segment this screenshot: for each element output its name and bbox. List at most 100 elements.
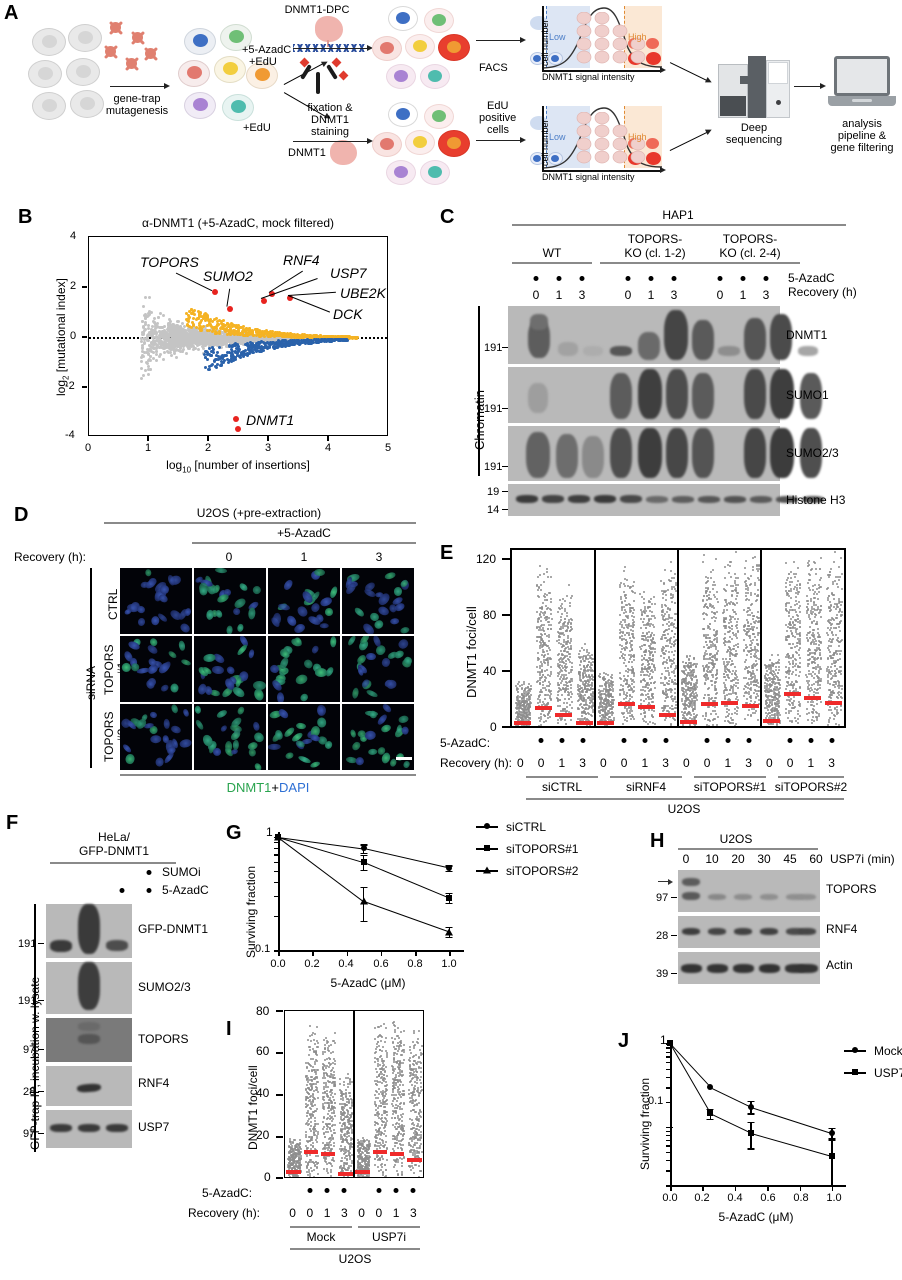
- ylabel-base: log: [54, 380, 68, 396]
- panel-d-recovery-0: 0: [226, 550, 233, 564]
- scatter-point: [209, 336, 212, 339]
- gene-trap-label-line2: mutagenesis: [106, 105, 168, 117]
- arrowhead-seq-lower: [705, 127, 713, 135]
- arrowhead-facs-lower: [520, 137, 526, 143]
- arrow-mutagenesis: [110, 86, 165, 87]
- recovery-v7: 1: [740, 288, 747, 302]
- recovery-v2: 3: [579, 288, 586, 302]
- scatter-point: [190, 339, 193, 342]
- group-rule-wt: [512, 262, 592, 264]
- panel-c-label: C: [440, 206, 454, 229]
- gene-label-topors: TOPORS: [140, 254, 199, 270]
- nucleus: [295, 673, 309, 686]
- foci-datapoint: [544, 726, 546, 728]
- blot-marker-dnmt1-191: 191: [484, 342, 502, 354]
- edu-positive-line3: cells: [487, 124, 509, 136]
- gene-label-usp7: USP7: [330, 265, 367, 281]
- group-wt: WT: [543, 246, 562, 260]
- nucleus: [238, 582, 249, 592]
- nucleus: [385, 572, 397, 581]
- foci-datapoint: [542, 645, 544, 647]
- nucleus: [353, 606, 365, 617]
- scatter-point: [147, 373, 150, 376]
- foci-datapoint: [523, 703, 525, 705]
- scatter-point: [206, 358, 209, 361]
- panel-d-label: D: [14, 504, 28, 527]
- panel-d-recovery-label: Recovery (h):: [14, 550, 86, 564]
- edu-positive-line1: EdU: [487, 100, 508, 112]
- scatter-point: [200, 337, 203, 340]
- scatter-point: [184, 343, 187, 346]
- foci-datapoint: [517, 697, 519, 699]
- facs-gate-low-lower: Low: [549, 132, 566, 142]
- arrow-to-laptop: [794, 86, 822, 87]
- scatter-point: [255, 331, 258, 334]
- ytick-2: 2: [70, 280, 76, 292]
- foci-datapoint: [548, 634, 550, 636]
- scatter-point: [268, 331, 271, 334]
- recovery-v6: 0: [717, 288, 724, 302]
- nucleus: [226, 625, 233, 634]
- nucleus: [182, 708, 190, 717]
- facs-xlabel-upper: DNMT1 signal intensity: [542, 72, 635, 82]
- treatment-upper-line2: +EdU: [249, 56, 277, 68]
- panel-d-treatment-rule: [192, 542, 416, 544]
- foci-datapoint: [550, 690, 552, 692]
- scatter-point: [140, 367, 143, 370]
- foci-datapoint: [539, 574, 541, 576]
- blot-marker-h3-19: 19: [487, 486, 499, 498]
- foci-datapoint: [539, 565, 541, 567]
- nucleus: [365, 688, 378, 698]
- nucleus: [295, 605, 309, 619]
- nucleus: [178, 640, 185, 651]
- foci-datapoint: [545, 619, 547, 621]
- foci-datapoint: [548, 621, 550, 623]
- micrograph-image: [342, 636, 414, 702]
- xlabel-rest: [number of insertions]: [191, 458, 310, 472]
- foci-datapoint: [540, 584, 542, 586]
- nucleus: [299, 692, 310, 702]
- analysis-line2: pipeline &: [838, 130, 886, 142]
- nucleus: [167, 650, 177, 659]
- nucleus: [149, 711, 158, 719]
- scatter-point: [210, 364, 213, 367]
- nucleus: [329, 585, 339, 598]
- foci-datapoint: [539, 679, 541, 681]
- nucleus: [296, 722, 307, 730]
- nucleus: [170, 704, 179, 714]
- foci-datapoint: [545, 720, 547, 722]
- nucleus: [232, 607, 242, 617]
- foci-datapoint: [517, 700, 519, 702]
- nucleus: [310, 645, 319, 655]
- facs-ylabel-upper: cell number: [540, 19, 550, 66]
- scatter-point: [269, 343, 272, 346]
- arrow-to-sequencer-upper: [670, 62, 708, 82]
- xtick-0: 0: [85, 442, 91, 454]
- facs-gate-high-upper: High: [628, 32, 647, 42]
- nucleus: [366, 652, 376, 659]
- arrowhead-seq-upper: [705, 77, 713, 85]
- xtick-4: 4: [325, 442, 331, 454]
- group-ko24-line1: TOPORS-: [723, 232, 777, 246]
- blot-histoneh3: [508, 484, 780, 516]
- foci-datapoint: [529, 701, 531, 703]
- nucleus: [212, 665, 225, 674]
- foci-datapoint: [547, 694, 549, 696]
- foci-datapoint: [550, 628, 552, 630]
- scatter-point: [294, 341, 297, 344]
- virus-particles: [100, 18, 170, 88]
- scatter-point: [153, 332, 156, 335]
- nucleus: [155, 757, 164, 767]
- foci-datapoint: [516, 708, 518, 710]
- foci-datapoint: [524, 717, 526, 719]
- scatter-point: [190, 308, 193, 311]
- nucleus: [324, 608, 333, 616]
- panel-b-xlabel: log10 [number of insertions]: [166, 458, 310, 474]
- scatter-point: [167, 322, 170, 325]
- foci-datapoint: [539, 720, 541, 722]
- blot-name-sumo1: SUMO1: [786, 388, 829, 402]
- foci-datapoint: [546, 685, 548, 687]
- gene-label-ube2k: UBE2K: [340, 285, 386, 301]
- treatment-upper-line1: +5-AzadC: [242, 44, 291, 56]
- row-label-ctrl: CTRL: [106, 589, 120, 620]
